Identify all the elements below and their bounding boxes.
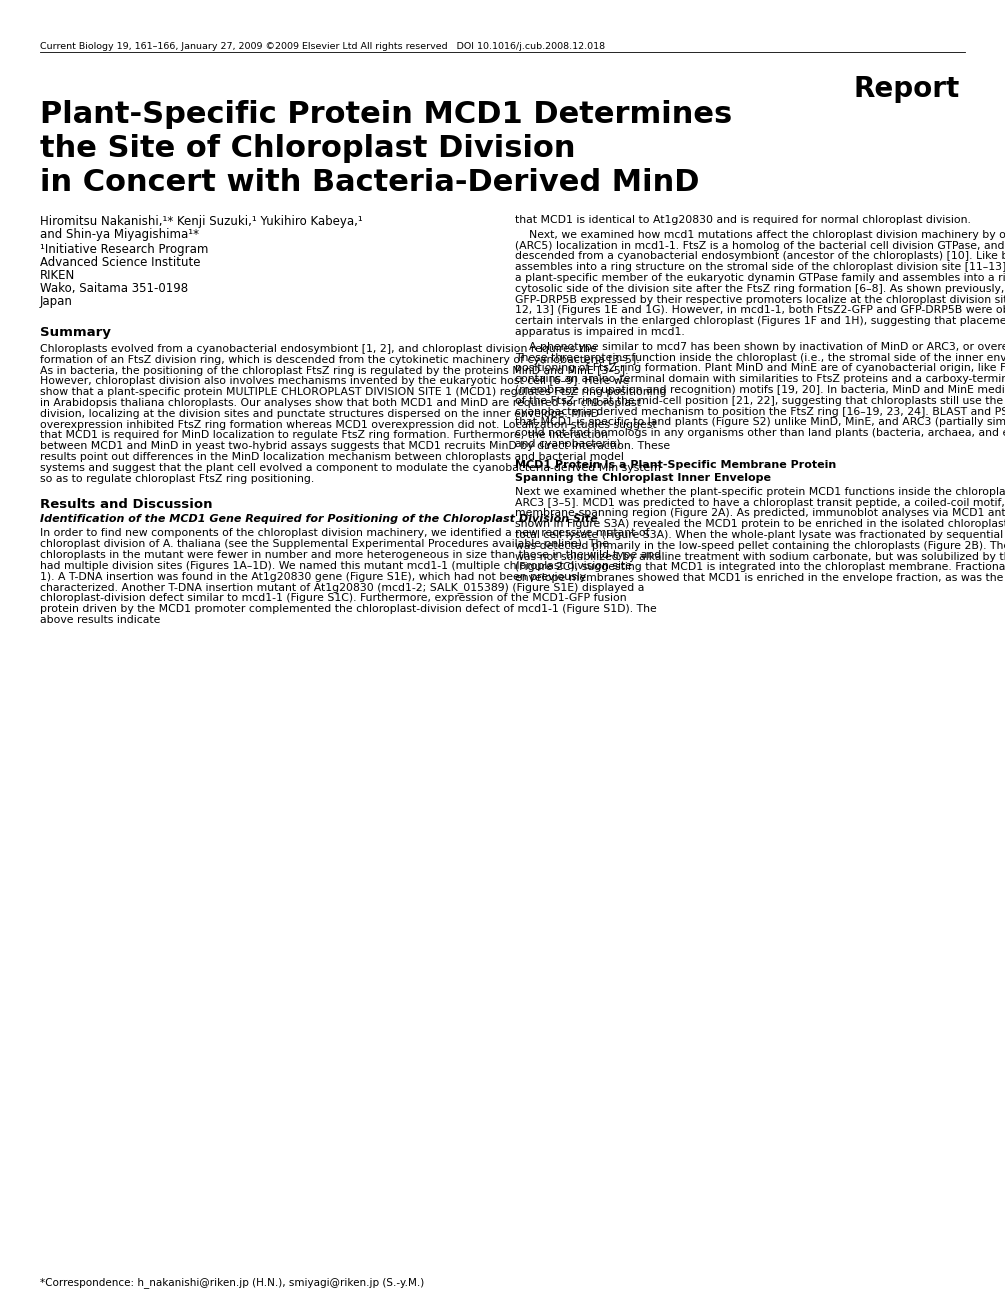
Text: Next we examined whether the plant-specific protein MCD1 functions inside the ch: Next we examined whether the plant-speci… [515,487,1005,497]
Text: was detected primarily in the low-speed pellet containing the chloroplasts (Figu: was detected primarily in the low-speed … [515,540,1005,551]
Text: However, chloroplast division also involves mechanisms invented by the eukaryoti: However, chloroplast division also invol… [40,376,629,386]
Text: chloroplast-division defect similar to mcd1-1 (Figure S1C). Furthermore, express: chloroplast-division defect similar to m… [40,594,627,603]
Text: Chloroplasts evolved from a cyanobacterial endosymbiont [1, 2], and chloroplast : Chloroplasts evolved from a cyanobacteri… [40,345,597,354]
Text: show that a plant-specific protein MULTIPLE CHLOROPLAST DIVISION SITE 1 (MCD1) r: show that a plant-specific protein MULTI… [40,388,666,397]
Text: *Correspondence: h_nakanishi@riken.jp (H.N.), smiyagi@riken.jp (S.-y.M.): *Correspondence: h_nakanishi@riken.jp (H… [40,1278,424,1288]
Text: Report: Report [854,74,960,103]
Text: MCD1 Protein Is a Plant-Specific Membrane Protein: MCD1 Protein Is a Plant-Specific Membran… [515,459,836,470]
Text: chloroplast division of A. thaliana (see the Supplemental Experimental Procedure: chloroplast division of A. thaliana (see… [40,539,609,549]
Text: apparatus is impaired in mcd1.: apparatus is impaired in mcd1. [515,328,684,337]
Text: 1). A T-DNA insertion was found in the At1g20830 gene (Figure S1E), which had no: 1). A T-DNA insertion was found in the A… [40,572,586,582]
Text: contains an amino-terminal domain with similarities to FtsZ proteins and a carbo: contains an amino-terminal domain with s… [515,375,1005,384]
Text: envelope membranes showed that MCD1 is enriched in the envelope fraction, as was: envelope membranes showed that MCD1 is e… [515,573,1005,583]
Text: positioning of FtsZ ring formation. Plant MinD and MinE are of cyanobacterial or: positioning of FtsZ ring formation. Plan… [515,363,1005,373]
Text: membrane-spanning region (Figure 2A). As predicted, immunoblot analyses via MCD1: membrane-spanning region (Figure 2A). As… [515,509,1005,518]
Text: These three proteins function inside the chloroplast (i.e., the stromal side of : These three proteins function inside the… [515,352,1005,363]
Text: that MCD1 is required for MinD localization to regulate FtsZ ring formation. Fur: that MCD1 is required for MinD localizat… [40,431,608,440]
Text: total cell lysate (Figure S3A). When the whole-plant lysate was fractionated by : total cell lysate (Figure S3A). When the… [515,530,1005,540]
Text: in Arabidopsis thaliana chloroplasts. Our analyses show that both MCD1 and MinD : in Arabidopsis thaliana chloroplasts. Ou… [40,398,641,408]
Text: (membrane occupation and recognition) motifs [19, 20]. In bacteria, MinD and Min: (membrane occupation and recognition) mo… [515,385,1005,395]
Text: ARC3 [3–5]. MCD1 was predicted to have a chloroplast transit peptide, a coiled-c: ARC3 [3–5]. MCD1 was predicted to have a… [515,497,1005,508]
Text: that MCD1 is specific to land plants (Figure S2) unlike MinD, MinE, and ARC3 (pa: that MCD1 is specific to land plants (Fi… [515,418,1005,428]
Text: (ARC5) localization in mcd1-1. FtsZ is a homolog of the bacterial cell division : (ARC5) localization in mcd1-1. FtsZ is a… [515,240,1005,251]
Text: In order to find new components of the chloroplast division machinery, we identi: In order to find new components of the c… [40,529,649,539]
Text: a plant-specific member of the eukaryotic dynamin GTPase family and assembles in: a plant-specific member of the eukaryoti… [515,273,1005,283]
Text: assembles into a ring structure on the stromal side of the chloroplast division : assembles into a ring structure on the s… [515,262,1005,273]
Text: between MCD1 and MinD in yeast two-hybrid assays suggests that MCD1 recruits Min: between MCD1 and MinD in yeast two-hybri… [40,441,670,452]
Text: protein driven by the MCD1 promoter complemented the chloroplast-division defect: protein driven by the MCD1 promoter comp… [40,604,656,613]
Text: certain intervals in the enlarged chloroplast (Figures 1F and 1H), suggesting th: certain intervals in the enlarged chloro… [515,316,1005,326]
Text: A phenotype similar to mcd7 has been shown by inactivation of MinD or ARC3, or o: A phenotype similar to mcd7 has been sho… [529,342,1005,352]
Text: ¹Initiative Research Program: ¹Initiative Research Program [40,243,208,256]
Text: Next, we examined how mcd1 mutations affect the chloroplast division machinery b: Next, we examined how mcd1 mutations aff… [529,230,1005,240]
Text: Summary: Summary [40,326,111,339]
Text: RIKEN: RIKEN [40,269,75,282]
Text: cyanobacteria-derived mechanism to position the FtsZ ring [16–19, 23, 24]. BLAST: cyanobacteria-derived mechanism to posit… [515,407,1005,416]
Text: descended from a cyanobacterial endosymbiont (ancestor of the chloroplasts) [10]: descended from a cyanobacterial endosymb… [515,252,1005,261]
Text: systems and suggest that the plant cell evolved a component to modulate the cyan: systems and suggest that the plant cell … [40,463,661,472]
Text: that MCD1 is identical to At1g20830 and is required for normal chloroplast divis: that MCD1 is identical to At1g20830 and … [515,215,971,224]
Text: Current Biology 19, 161–166, January 27, 2009 ©2009 Elsevier Ltd All rights rese: Current Biology 19, 161–166, January 27,… [40,42,605,51]
Text: Advanced Science Institute: Advanced Science Institute [40,256,201,269]
Text: cytosolic side of the division site after the FtsZ ring formation [6–8]. As show: cytosolic side of the division site afte… [515,283,1005,294]
Text: Hiromitsu Nakanishi,¹* Kenji Suzuki,¹ Yukihiro Kabeya,¹: Hiromitsu Nakanishi,¹* Kenji Suzuki,¹ Yu… [40,215,363,228]
Text: division, localizing at the division sites and punctate structures dispersed on : division, localizing at the division sit… [40,408,599,419]
Text: GFP-DRP5B expressed by their respective promoters localize at the chloroplast di: GFP-DRP5B expressed by their respective … [515,295,1005,304]
Text: and Shin-ya Miyagishima¹*: and Shin-ya Miyagishima¹* [40,228,199,241]
Text: As in bacteria, the positioning of the chloroplast FtsZ ring is regulated by the: As in bacteria, the positioning of the c… [40,365,628,376]
Text: results point out differences in the MinD localization mechanism between chlorop: results point out differences in the Min… [40,452,624,462]
Text: Results and Discussion: Results and Discussion [40,499,212,512]
Text: the Site of Chloroplast Division: the Site of Chloroplast Division [40,134,576,163]
Text: was not solubilized by alkaline treatment with sodium carbonate, but was solubil: was not solubilized by alkaline treatmen… [515,552,1005,561]
Text: Identification of the MCD1 Gene Required for Positioning of the Chloroplast Divi: Identification of the MCD1 Gene Required… [40,514,598,525]
Text: Spanning the Chloroplast Inner Envelope: Spanning the Chloroplast Inner Envelope [515,472,771,483]
Text: above results indicate: above results indicate [40,615,161,625]
Text: had multiple division sites (Figures 1A–1D). We named this mutant mcd1-1 (multip: had multiple division sites (Figures 1A–… [40,561,632,570]
Text: chloroplasts in the mutant were fewer in number and more heterogeneous in size t: chloroplasts in the mutant were fewer in… [40,549,661,560]
Text: and cyanobacteria).: and cyanobacteria). [515,438,624,449]
Text: of the FtsZ ring at the mid-cell position [21, 22], suggesting that chloroplasts: of the FtsZ ring at the mid-cell positio… [515,395,1003,406]
Text: could not find homologs in any organisms other than land plants (bacteria, archa: could not find homologs in any organisms… [515,428,1005,438]
Text: 12, 13] (Figures 1E and 1G). However, in mcd1-1, both FtsZ2-GFP and GFP-DRP5B we: 12, 13] (Figures 1E and 1G). However, in… [515,305,1005,316]
Text: (Figure 2C), suggesting that MCD1 is integrated into the chloroplast membrane. F: (Figure 2C), suggesting that MCD1 is int… [515,562,1005,573]
Text: formation of an FtsZ division ring, which is descended from the cytokinetic mach: formation of an FtsZ division ring, whic… [40,355,639,365]
Text: in Concert with Bacteria-Derived MinD: in Concert with Bacteria-Derived MinD [40,168,699,197]
Text: so as to regulate chloroplast FtsZ ring positioning.: so as to regulate chloroplast FtsZ ring … [40,474,315,484]
Text: overexpression inhibited FtsZ ring formation whereas MCD1 overexpression did not: overexpression inhibited FtsZ ring forma… [40,420,656,429]
Text: characterized. Another T-DNA insertion mutant of At1g20830 (mcd1-2; SALK_015389): characterized. Another T-DNA insertion m… [40,582,644,594]
Text: shown in Figure S3A) revealed the MCD1 protein to be enriched in the isolated ch: shown in Figure S3A) revealed the MCD1 p… [515,519,1005,530]
Text: Japan: Japan [40,295,73,308]
Text: Wako, Saitama 351-0198: Wako, Saitama 351-0198 [40,282,188,295]
Text: Plant-Specific Protein MCD1 Determines: Plant-Specific Protein MCD1 Determines [40,100,733,129]
